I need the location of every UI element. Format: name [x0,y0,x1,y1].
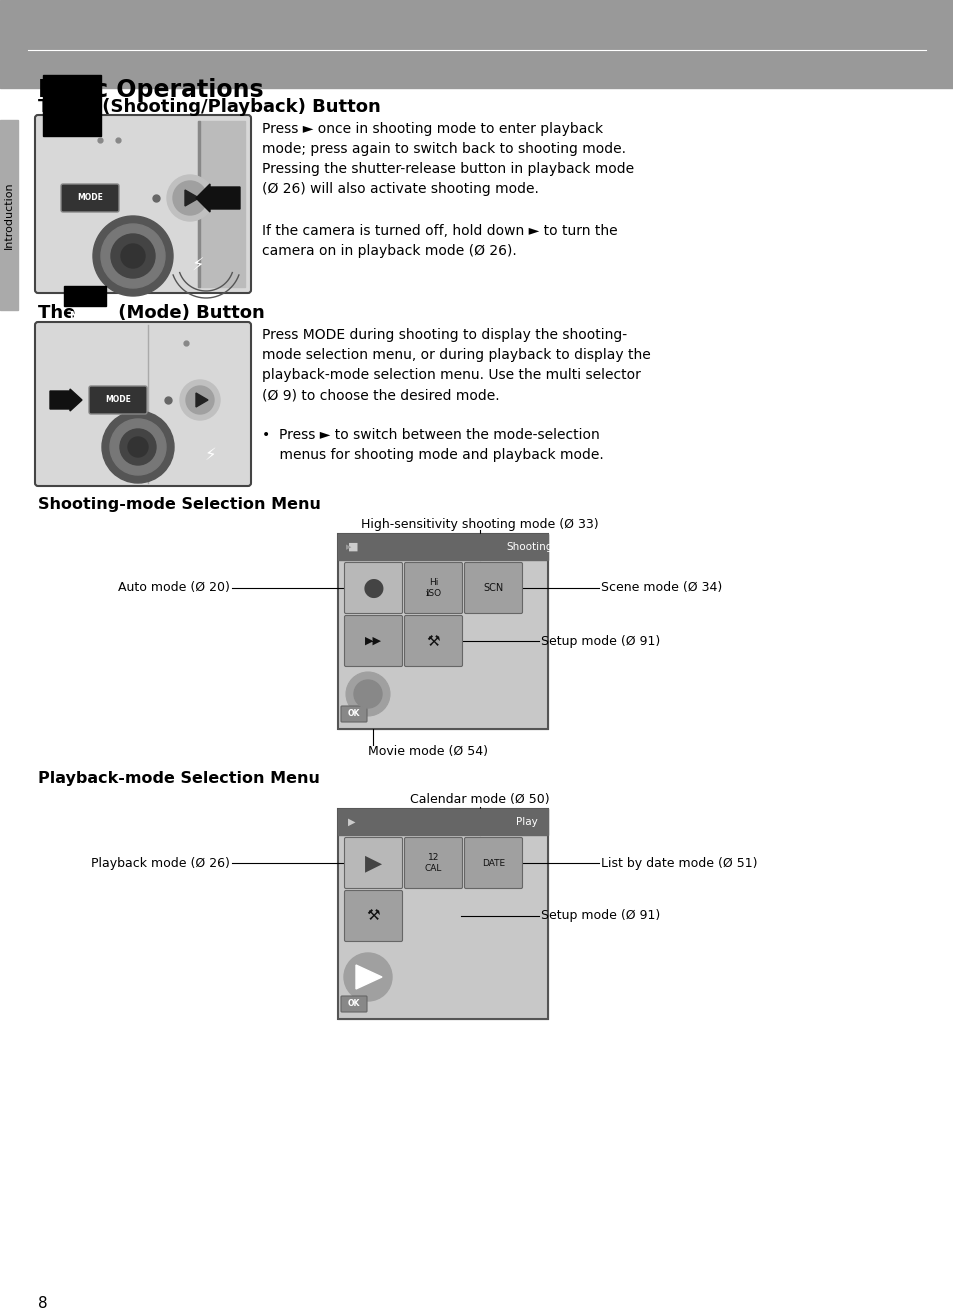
Text: 12
CAL: 12 CAL [424,853,442,872]
Text: Play: Play [516,817,537,827]
Text: (Mode) Button: (Mode) Button [112,304,265,322]
Bar [337,533,547,560]
FancyBboxPatch shape [89,386,147,414]
Bar [337,533,547,729]
FancyBboxPatch shape [464,837,522,888]
Text: Shooting-mode Selection Menu: Shooting-mode Selection Menu [38,497,320,512]
Text: OK: OK [348,1000,360,1009]
Text: Calendar mode (Ø 50): Calendar mode (Ø 50) [410,794,549,805]
Circle shape [172,181,207,215]
Text: Basic Operations: Basic Operations [38,78,263,102]
Bar [337,533,547,729]
Text: ●: ● [362,576,384,600]
Circle shape [354,681,381,708]
Text: Setup mode (Ø 91): Setup mode (Ø 91) [540,635,659,648]
Text: MODE: MODE [105,396,131,405]
Text: ▶▶: ▶▶ [365,636,381,646]
Text: OK: OK [348,710,360,719]
FancyBboxPatch shape [35,322,251,486]
Bar [337,809,547,1018]
FancyBboxPatch shape [61,184,119,212]
FancyBboxPatch shape [404,615,462,666]
FancyBboxPatch shape [340,996,367,1012]
Text: Playback-mode Selection Menu: Playback-mode Selection Menu [38,771,319,786]
Circle shape [128,438,148,457]
Polygon shape [355,964,381,989]
Text: Press MODE during shooting to display the shooting-
mode selection menu, or duri: Press MODE during shooting to display th… [262,328,650,402]
FancyBboxPatch shape [404,837,462,888]
Text: Scene mode (Ø 34): Scene mode (Ø 34) [600,582,721,594]
Text: The: The [38,304,82,322]
Bar [64,286,106,306]
Text: SCN: SCN [483,583,503,593]
Bar [198,121,245,286]
Text: ►: ► [66,99,77,113]
Text: 8: 8 [38,1296,48,1311]
Circle shape [110,419,166,474]
Circle shape [167,175,213,221]
FancyBboxPatch shape [344,891,402,942]
Circle shape [101,223,165,288]
Circle shape [344,953,392,1001]
Text: Hi
ℹSO: Hi ℹSO [425,578,441,598]
Text: The: The [38,99,82,116]
Polygon shape [195,393,208,407]
Circle shape [121,244,145,268]
Text: ▶: ▶ [346,544,351,551]
Text: If the camera is turned off, hold down ► to turn the
camera on in playback mode : If the camera is turned off, hold down ►… [262,223,617,258]
Bar [0,0,953,88]
Circle shape [180,380,220,420]
Text: Shooting: Shooting [505,541,552,552]
FancyBboxPatch shape [340,706,367,721]
FancyArrow shape [50,389,82,411]
Circle shape [92,215,172,296]
Text: ▶: ▶ [365,853,381,872]
Text: MODE: MODE [77,193,103,202]
Circle shape [346,671,390,716]
Text: Auto mode (Ø 20): Auto mode (Ø 20) [118,582,230,594]
FancyArrow shape [195,184,240,212]
Text: Playback mode (Ø 26): Playback mode (Ø 26) [91,857,230,870]
Text: Movie mode (Ø 54): Movie mode (Ø 54) [368,745,488,758]
Bar [198,121,200,286]
Circle shape [111,234,154,279]
Circle shape [186,386,213,414]
Circle shape [102,411,173,484]
Text: Introduction: Introduction [4,181,14,248]
FancyBboxPatch shape [35,116,251,293]
Text: ■: ■ [348,541,358,552]
Text: (Shooting/Playback) Button: (Shooting/Playback) Button [96,99,380,116]
FancyBboxPatch shape [344,837,402,888]
Text: ⚒: ⚒ [366,908,380,924]
Text: ▶: ▶ [348,817,355,827]
FancyBboxPatch shape [464,562,522,614]
FancyBboxPatch shape [344,615,402,666]
Text: High-sensitivity shooting mode (Ø 33): High-sensitivity shooting mode (Ø 33) [361,518,598,531]
Text: •  Press ► to switch between the mode-selection
    menus for shooting mode and : • Press ► to switch between the mode-sel… [262,428,603,463]
Text: ⚡: ⚡ [204,445,215,464]
Polygon shape [185,191,199,206]
FancyBboxPatch shape [344,562,402,614]
FancyBboxPatch shape [404,562,462,614]
Text: MODE: MODE [69,311,101,321]
Text: DATE: DATE [481,858,504,867]
Text: ⚒: ⚒ [426,633,440,649]
Text: ⚡: ⚡ [192,258,204,275]
Bar [0,120,18,310]
Circle shape [120,428,156,465]
Bar [337,809,547,1018]
Bar [337,809,547,834]
Text: Setup mode (Ø 91): Setup mode (Ø 91) [540,909,659,922]
Text: List by date mode (Ø 51): List by date mode (Ø 51) [600,857,757,870]
Text: Press ► once in shooting mode to enter playback
mode; press again to switch back: Press ► once in shooting mode to enter p… [262,122,634,196]
